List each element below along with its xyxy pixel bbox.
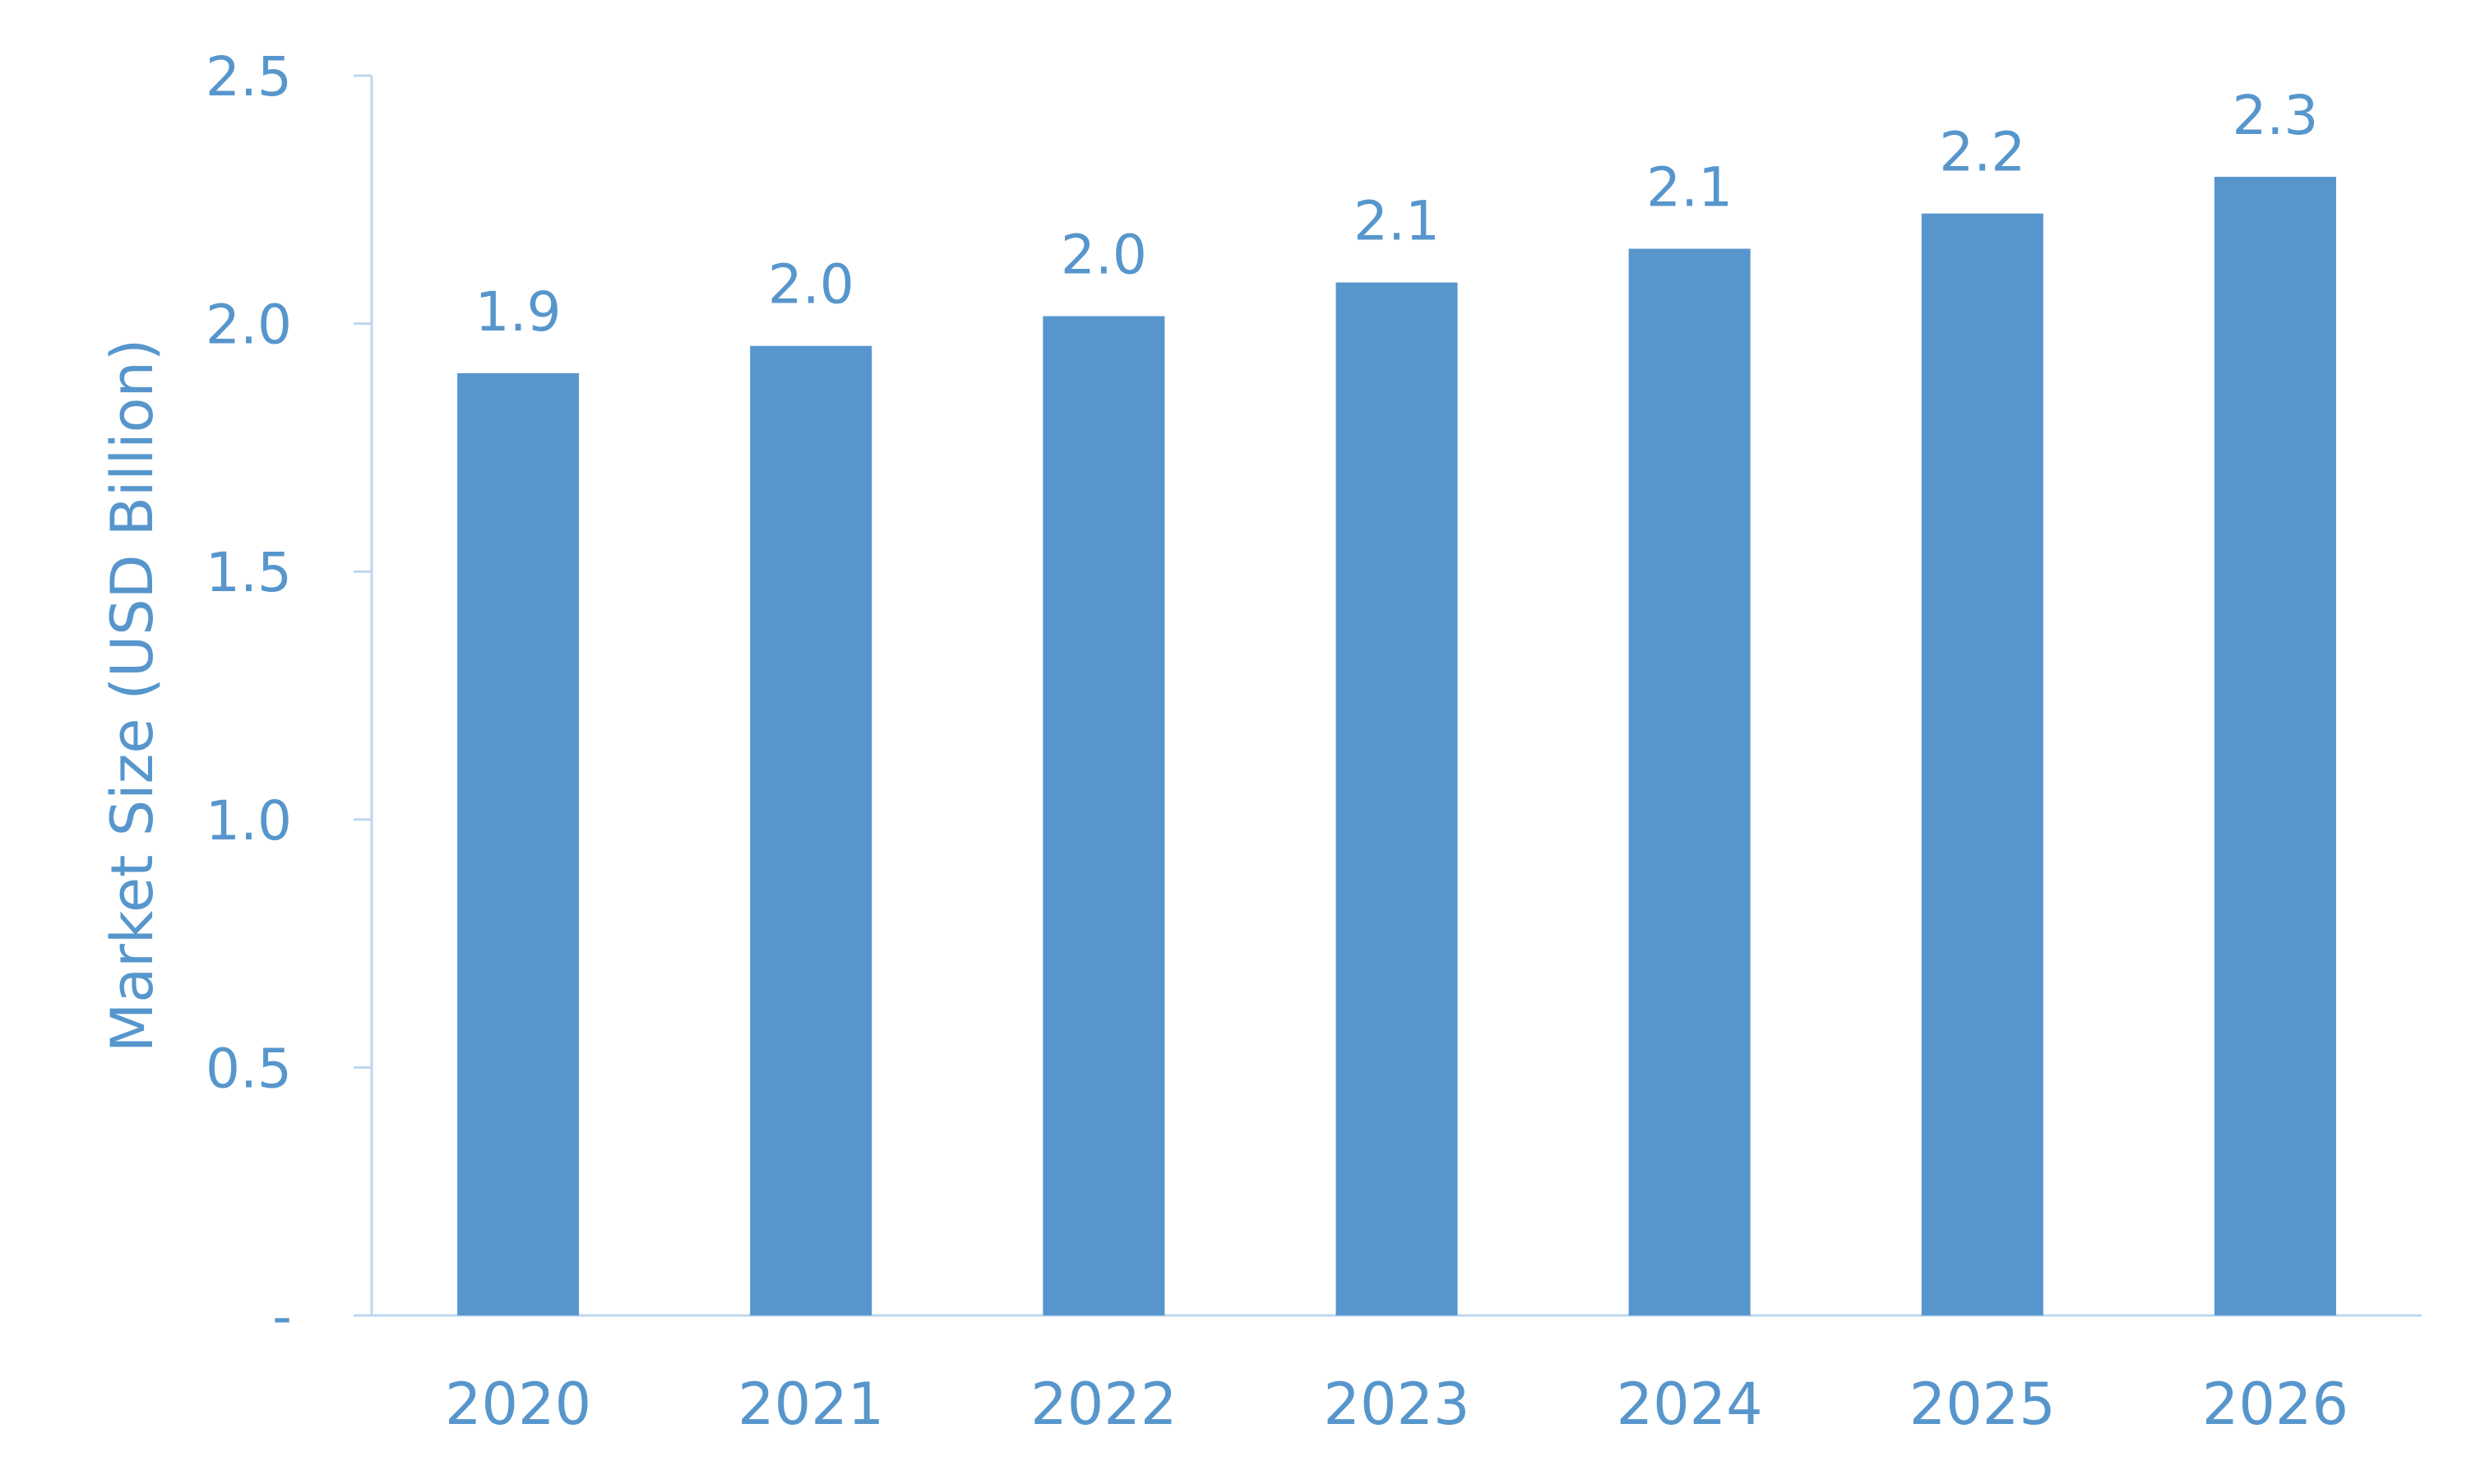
bar-value-label: 2.0 [1061,224,1147,287]
bar-value-label: 1.9 [475,280,562,344]
y-tick-label: 2.5 [206,45,292,109]
y-tick-label: 1.5 [206,541,292,604]
bar [1628,248,1751,1315]
data-labels: 1.9 2.0 2.0 2.1 2.1 2.2 2.3 [475,84,2319,344]
y-axis: - 0.5 1.0 1.5 2.0 2.5 [206,45,373,1348]
x-tick-label: 2024 [1617,1371,1763,1438]
y-tick-label: 1.0 [206,789,292,853]
y-tick-label: 0.5 [206,1037,292,1100]
bar [750,345,872,1315]
bar-value-label: 2.2 [1939,121,2025,184]
x-tick-label: 2025 [1909,1371,2056,1438]
bar [2214,177,2336,1316]
bar [457,372,580,1315]
x-tick-label: 2020 [445,1371,591,1438]
bars [457,177,2336,1316]
bar-value-label: 2.0 [768,253,854,317]
y-tick-label: 2.0 [206,294,292,357]
bar [1335,282,1458,1315]
bar-value-label: 2.1 [1354,190,1440,253]
y-axis-title: Market Size (USD Billion) [99,339,166,1052]
x-tick-label: 2026 [2202,1371,2348,1438]
y-tick-label: - [272,1285,292,1348]
bar [1921,213,2043,1316]
x-tick-label: 2023 [1323,1371,1469,1438]
x-tick-label: 2021 [738,1371,884,1438]
x-tick-label: 2022 [1030,1371,1177,1438]
x-axis: 2020 2021 2022 2023 2024 2025 2026 [372,1314,2422,1438]
bar [1043,316,1165,1315]
bar-value-label: 2.3 [2232,84,2318,147]
bar-value-label: 2.1 [1646,156,1733,220]
